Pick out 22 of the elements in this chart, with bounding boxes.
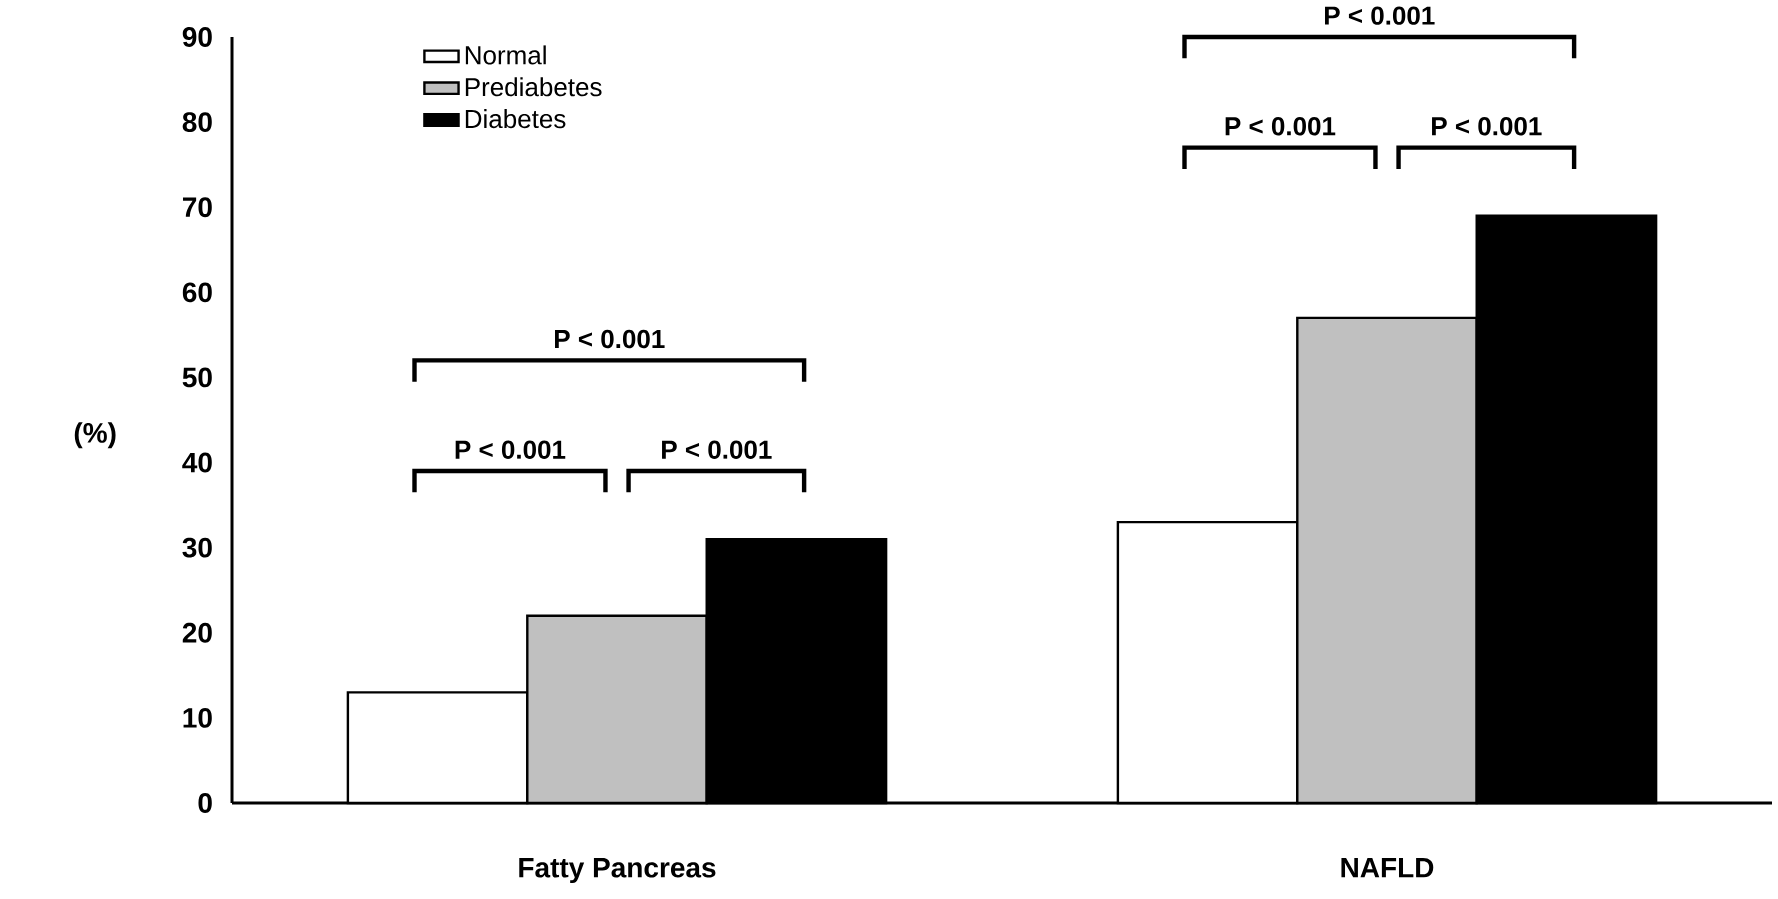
legend-label: Prediabetes xyxy=(465,77,602,97)
y-axis-title: (%) xyxy=(74,422,116,449)
annotation: P < 0.001 xyxy=(455,440,566,459)
annotation: P < 0.001 xyxy=(1225,117,1336,136)
y-tick-label: 80 xyxy=(182,112,212,133)
x-tick-label: Fatty Pancreas xyxy=(519,858,716,884)
legend-label: Diabetes xyxy=(465,109,566,129)
y-tick-label: 60 xyxy=(182,282,212,303)
y-tick-label: 10 xyxy=(183,707,212,728)
y-tick-label: 30 xyxy=(182,537,212,558)
y-tick-label: 50 xyxy=(182,367,212,388)
annotation: P < 0.001 xyxy=(662,440,772,459)
y-tick-label: 70 xyxy=(182,197,212,218)
text: P < 0.001 xyxy=(1325,6,1435,25)
y-tick-label: 90 xyxy=(182,27,212,47)
legend-label: Normal xyxy=(465,45,546,65)
y-tick-label: 0 xyxy=(198,793,212,813)
y-tick-label: 40 xyxy=(182,452,212,473)
annotation: P < 0.001 xyxy=(555,329,665,349)
annotation: P < 0.001 xyxy=(1432,117,1542,136)
y-tick-label: 20 xyxy=(182,622,212,643)
x-tick-label: NAFLD xyxy=(1341,858,1434,878)
